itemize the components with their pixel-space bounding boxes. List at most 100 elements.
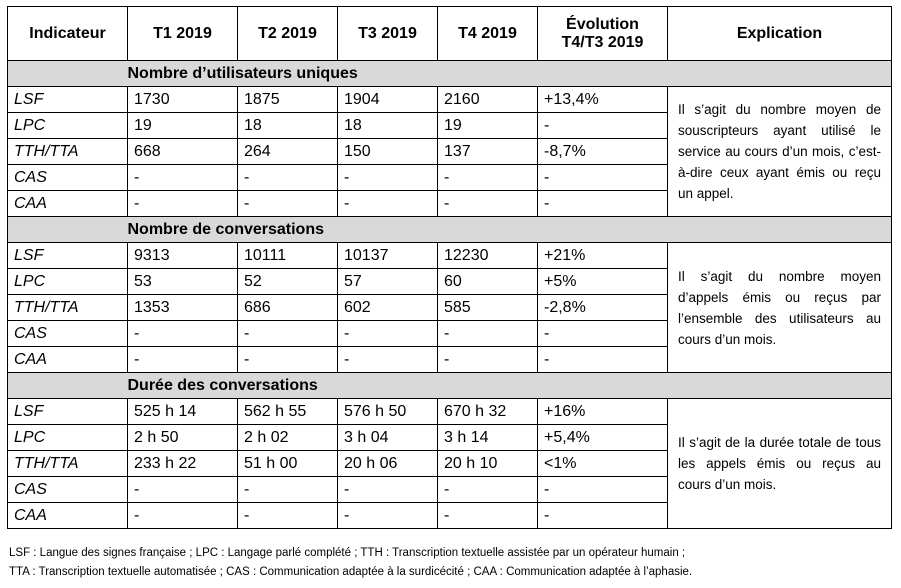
value-cell: 9313 [127,242,238,269]
value-cell: - [437,502,538,529]
section-title: Nombre de conversations [127,216,892,243]
value-cell: - [437,164,538,191]
header-cell: T3 2019 [337,6,438,61]
value-cell: - [537,346,668,373]
value-cell: - [437,476,538,503]
value-cell: - [237,346,338,373]
indicator-cell: LSF [7,242,128,269]
value-cell: - [237,476,338,503]
value-cell: 1353 [127,294,238,321]
indicator-cell: TTH/TTA [7,138,128,165]
indicator-cell: CAS [7,320,128,347]
value-cell: - [127,164,238,191]
value-cell: - [127,346,238,373]
header-cell: T1 2019 [127,6,238,61]
value-cell: 20 h 06 [337,450,438,477]
value-cell: 562 h 55 [237,398,338,425]
value-cell: 12230 [437,242,538,269]
value-cell: -8,7% [537,138,668,165]
value-cell: +5,4% [537,424,668,451]
value-cell: 20 h 10 [437,450,538,477]
value-cell: 1875 [237,86,338,113]
data-row: LSF 525 h 14 562 h 55 576 h 50 670 h 32 +16% I… [7,398,892,529]
value-cell: -2,8% [537,294,668,321]
value-cell: 233 h 22 [127,450,238,477]
value-cell: - [337,320,438,347]
explanation-cell: Il s’agit du nombre moyen d’appels émis … [667,242,892,373]
value-cell: 3 h 14 [437,424,538,451]
data-table: Indicateur T1 2019 T2 2019 T3 2019 T4 2019 Év… [7,6,892,529]
value-cell: 686 [237,294,338,321]
header-cell: Évolution T4/T3 2019 [537,6,668,61]
section-title: Durée des conversations [127,372,892,399]
value-cell: 602 [337,294,438,321]
section-row: Nombre d’utilisateurs uniques [7,60,892,87]
table-wrap: Indicateur T1 2019 T2 2019 T3 2019 T4 2019 Év… [7,6,892,529]
data-row: LSF 1730 1875 1904 2160 +13,4% Il s’agit du no… [7,86,892,217]
data-row: TTH/TTA 1353 686 602 585 -2,8% [7,294,892,321]
value-cell: - [337,476,438,503]
section-blank [7,372,128,399]
indicator-cell: LPC [7,424,128,451]
value-cell: 525 h 14 [127,398,238,425]
indicator-cell: TTH/TTA [7,294,128,321]
value-cell: 2 h 02 [237,424,338,451]
value-cell: - [337,164,438,191]
value-cell: - [537,164,668,191]
value-cell: - [537,502,668,529]
explanation-cell: Il s’agit du nombre moyen de souscripteu… [667,86,892,217]
value-cell: 53 [127,268,238,295]
value-cell: - [337,346,438,373]
value-cell: 2 h 50 [127,424,238,451]
explanation-cell: Il s’agit de la durée totale de tous les… [667,398,892,529]
indicator-cell: LPC [7,112,128,139]
indicator-cell: LSF [7,86,128,113]
section-blank [7,60,128,87]
table-body: Nombre d’utilisateurs uniques LSF 1730 1875… [7,60,892,529]
header-cell: Explication [667,6,892,61]
data-row: TTH/TTA 668 264 150 137 -8,7% [7,138,892,165]
value-cell: - [237,164,338,191]
header-cell: Indicateur [7,6,128,61]
value-cell: - [237,320,338,347]
value-cell: - [127,476,238,503]
value-cell: - [127,502,238,529]
footnote-line: LSF : Langue des signes française ; LPC … [9,547,686,559]
header-cell: T2 2019 [237,6,338,61]
value-cell: - [237,502,338,529]
data-row: CAA - - - - - [7,190,892,217]
section-row: Nombre de conversations [7,216,892,243]
value-cell: - [437,190,538,217]
value-cell: 670 h 32 [437,398,538,425]
data-row: CAS - - - - - [7,320,892,347]
value-cell: - [437,320,538,347]
value-cell: <1% [537,450,668,477]
section-title: Nombre d’utilisateurs uniques [127,60,892,87]
data-row: LSF 9313 10111 10137 12230 +21% Il s’agit du n… [7,242,892,373]
header-cell: T4 2019 [437,6,538,61]
indicator-cell: CAA [7,346,128,373]
indicator-cell: CAS [7,476,128,503]
value-cell: 19 [437,112,538,139]
data-row: LPC 19 18 18 19- [7,112,892,139]
value-cell: 51 h 00 [237,450,338,477]
value-cell: - [127,190,238,217]
value-cell: 585 [437,294,538,321]
value-cell: - [127,320,238,347]
value-cell: 18 [237,112,338,139]
indicator-cell: CAS [7,164,128,191]
value-cell: 57 [337,268,438,295]
data-row: CAS - - - - - [7,164,892,191]
value-cell: 10111 [237,242,338,269]
value-cell: 52 [237,268,338,295]
value-cell: - [537,112,668,139]
value-cell: - [337,190,438,217]
section-row: Durée des conversations [7,372,892,399]
indicator-cell: CAA [7,190,128,217]
value-cell: 137 [437,138,538,165]
data-row: CAA - - - - - [7,502,892,529]
section-blank [7,216,128,243]
value-cell: 668 [127,138,238,165]
value-cell: +5% [537,268,668,295]
